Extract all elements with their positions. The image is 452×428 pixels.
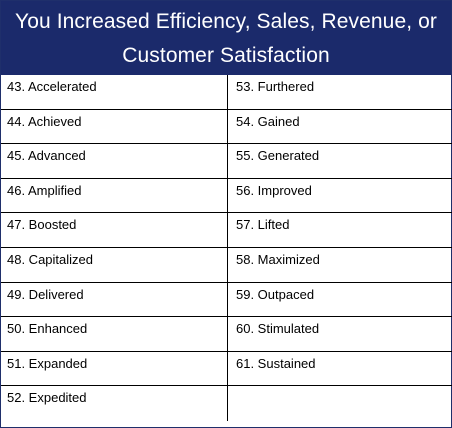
table-cell-left: 49. Delivered <box>1 282 228 318</box>
table-cell-left: 51. Expanded <box>1 351 228 387</box>
table-cell-left: 44. Achieved <box>1 109 228 145</box>
table-header: You Increased Efficiency, Sales, Revenue… <box>1 1 451 75</box>
table-cell-right: 61. Sustained <box>228 352 452 387</box>
header-title-line-1: You Increased Efficiency, Sales, Revenue… <box>15 10 437 33</box>
table-cell-right: 57. Lifted <box>228 213 452 248</box>
table-cell-right: 58. Maximized <box>228 248 452 283</box>
table-body: 43. Accelerated 53. Furthered 44. Achiev… <box>1 75 452 421</box>
table-cell-right: 59. Outpaced <box>228 283 452 318</box>
table-cell-right: 54. Gained <box>228 110 452 145</box>
table-cell-left: 47. Boosted <box>1 213 228 248</box>
table-cell-left: 48. Capitalized <box>1 247 228 283</box>
table-cell-left: 43. Accelerated <box>1 75 228 110</box>
table-cell-left: 50. Enhanced <box>1 317 228 352</box>
header-title-line-2: Customer Satisfaction <box>122 44 330 67</box>
table-cell-right: 55. Generated <box>228 144 452 179</box>
table-cell-right-empty <box>228 386 452 421</box>
table-cell-right: 53. Furthered <box>228 75 452 110</box>
table-cell-right: 56. Improved <box>228 179 452 214</box>
table-cell-left: 45. Advanced <box>1 144 228 179</box>
table-cell-right: 60. Stimulated <box>228 317 452 352</box>
table-cell-left: 52. Expedited <box>1 386 228 421</box>
table-cell-left: 46. Amplified <box>1 178 228 214</box>
